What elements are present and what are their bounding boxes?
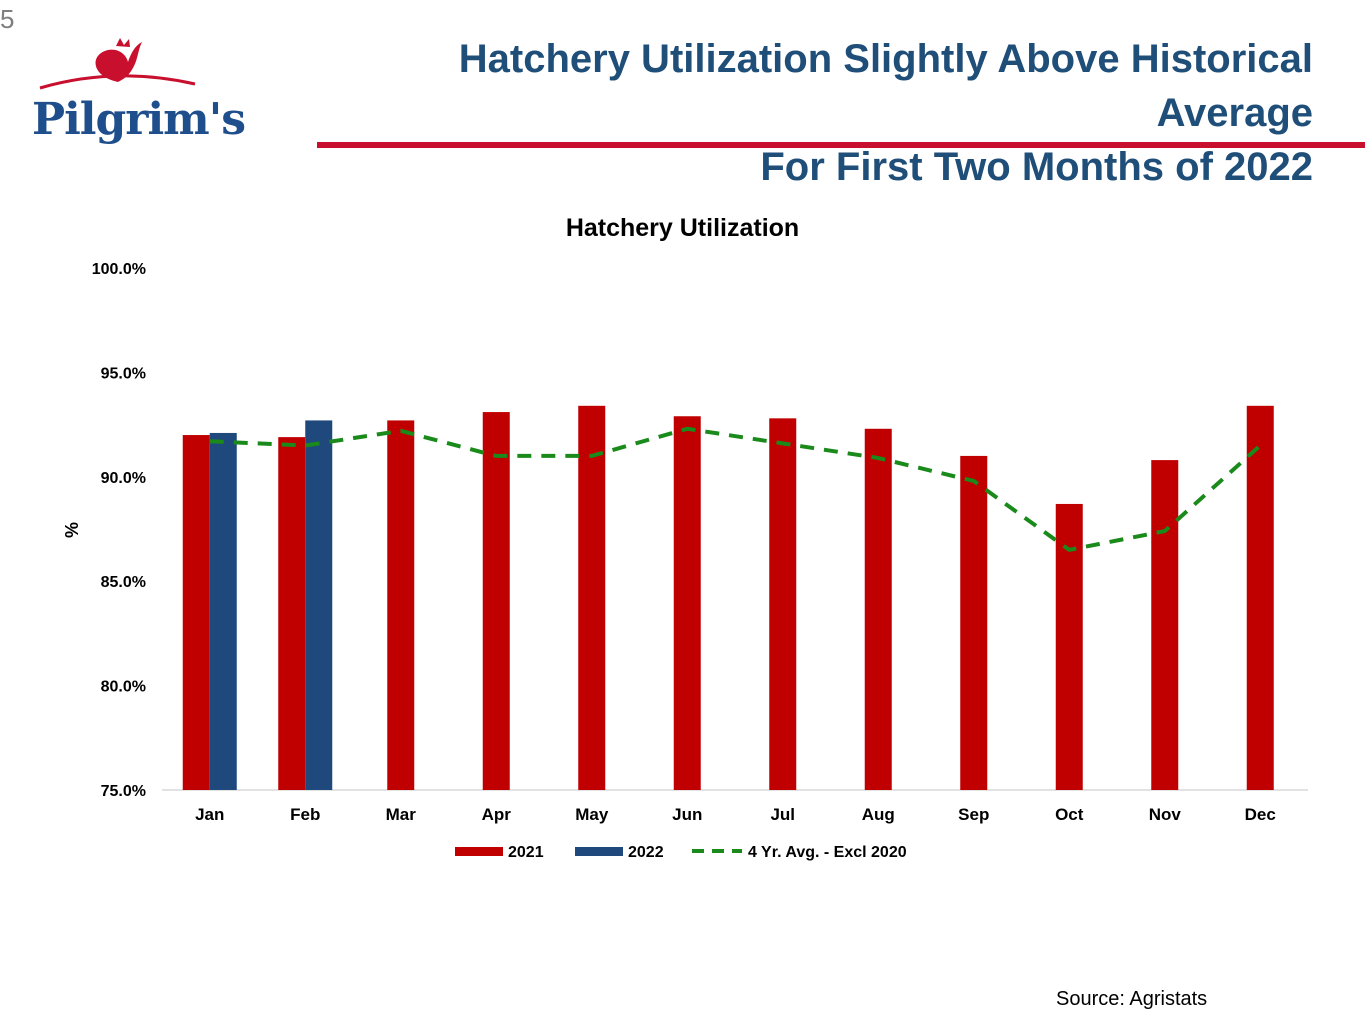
bar-2021-apr [482,412,510,790]
source-note: Source: Agristats [1056,988,1208,1010]
x-tick-label: Jan [195,805,224,824]
x-tick-label: Feb [290,805,320,824]
bar-2021-dec [1246,405,1274,790]
x-tick-label: Nov [1149,805,1182,824]
y-tick-label: 90.0% [101,470,146,487]
x-tick-label: May [575,805,609,824]
legend-label-avg: 4 Yr. Avg. - Excl 2020 [748,844,907,861]
pilgrims-logo: Pilgrim's [30,36,246,146]
bar-2021-jan [182,435,210,790]
y-tick-label: 95.0% [101,365,146,382]
bar-2021-mar [387,420,415,790]
legend-label-2022: 2022 [628,844,664,861]
legend-swatch-2021 [455,847,503,856]
chart-title: Hatchery Utilization [565,214,800,242]
slide-headline: Hatchery Utilization Slightly Above Hist… [313,32,1313,194]
x-tick-label: Mar [386,805,417,824]
x-tick-label: Jul [770,805,795,824]
bar-2021-oct [1055,503,1083,790]
header-divider [317,142,1365,148]
x-tick-label: Dec [1245,805,1276,824]
avg-line-series [209,426,1262,552]
x-tick-label: Jun [672,805,702,824]
rooster-icon [39,38,196,90]
bar-2021-feb [278,437,306,790]
logo-wordmark: Pilgrim's [32,94,246,145]
bar-2021-jul [769,418,797,790]
y-tick-label: 75.0% [101,783,146,800]
legend-swatch-2022 [575,847,623,856]
bar-2021-aug [864,428,892,790]
headline-line-1: Hatchery Utilization Slightly Above Hist… [458,37,1313,135]
x-tick-label: Apr [482,805,512,824]
legend-label-2021: 2021 [508,844,544,861]
bar-2022-jan [209,432,237,790]
y-tick-label: 100.0% [92,261,146,278]
bar-2021-may [578,405,606,790]
page-number: 5 [0,4,15,34]
y-tick-label: 85.0% [101,574,146,591]
bar-2021-nov [1151,460,1179,790]
bar-2022-feb [305,420,333,790]
x-tick-label: Sep [958,805,989,824]
x-tick-label: Aug [862,805,895,824]
x-tick-label: Oct [1055,805,1084,824]
y-axis-label: % [62,522,82,538]
y-tick-label: 80.0% [101,679,146,696]
headline-line-2: For First Two Months of 2022 [760,145,1313,189]
bar-2021-sep [960,455,988,790]
bar-2021-jun [673,416,701,790]
